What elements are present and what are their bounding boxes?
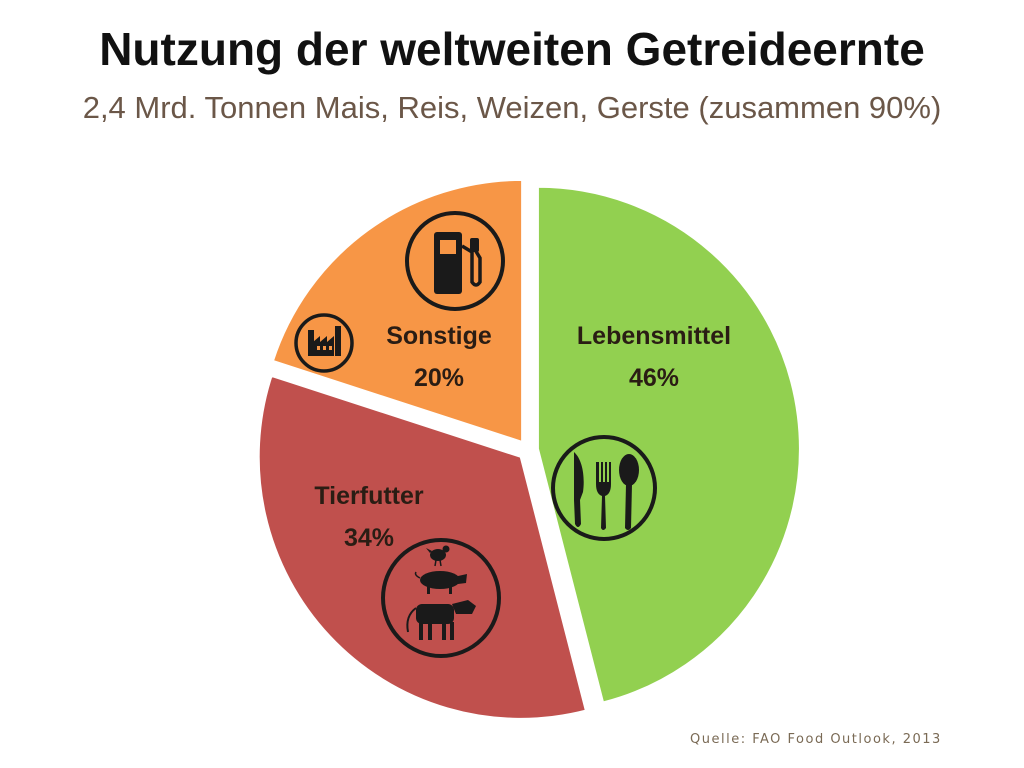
pie-slice-tierfutter bbox=[257, 374, 588, 720]
slice-label-sonstige: Sonstige bbox=[386, 322, 492, 350]
chart-subtitle: 2,4 Mrd. Tonnen Mais, Reis, Weizen, Gers… bbox=[82, 90, 942, 125]
pie-slice-lebensmittel bbox=[536, 185, 801, 704]
slice-label-lebensmittel: Lebensmittel bbox=[577, 322, 731, 350]
slice-value-lebensmittel: 46% bbox=[629, 364, 679, 392]
livestock-icon bbox=[381, 538, 501, 658]
cutlery-icon bbox=[551, 435, 657, 541]
factory-icon bbox=[294, 313, 354, 373]
chart-title: Nutzung der weltweiten Getreideernte bbox=[99, 23, 925, 75]
slice-value-tierfutter: 34% bbox=[344, 524, 394, 552]
source-note: Quelle: FAO Food Outlook, 2013 bbox=[690, 732, 942, 747]
slice-value-sonstige: 20% bbox=[414, 364, 464, 392]
fuel-pump-icon bbox=[405, 211, 505, 311]
slice-label-tierfutter: Tierfutter bbox=[314, 482, 424, 510]
